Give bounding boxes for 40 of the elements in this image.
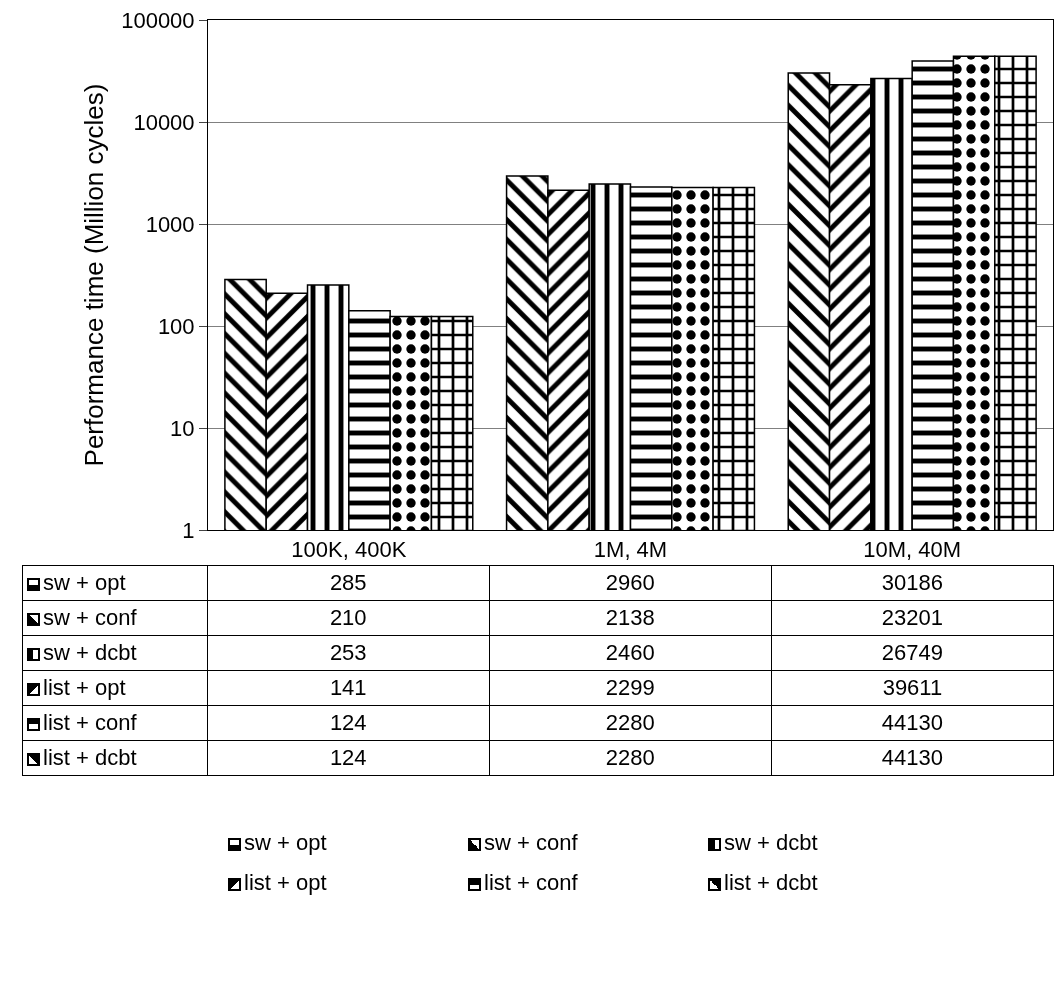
y-tick-label: 1	[182, 517, 195, 543]
y-tick-label: 100000	[121, 7, 195, 33]
text: list + conf	[43, 710, 137, 735]
data-label: 39611	[771, 670, 1054, 706]
data-label: 23201	[771, 600, 1054, 636]
data-label: 30186	[771, 565, 1054, 601]
y-tick-label: 10000	[133, 109, 195, 135]
legend-label: list + conf	[484, 870, 578, 895]
x-tick-label: 100K, 400K	[291, 537, 407, 563]
data-label: 141	[207, 670, 490, 706]
y-tick-label: 1000	[145, 211, 195, 237]
legend-label: sw + conf	[484, 830, 578, 855]
text: sw + conf	[43, 605, 137, 630]
legend-label: list + dcbt	[724, 870, 818, 895]
text: sw + opt	[43, 570, 126, 595]
data-label: 2299	[489, 670, 772, 706]
data-label: 253	[207, 635, 490, 671]
legend-label: sw + dcbt	[724, 830, 818, 855]
data-label: 2460	[489, 635, 772, 671]
text: list + dcbt	[43, 745, 137, 770]
data-label: 2960	[489, 565, 772, 601]
data-label: 285	[207, 565, 490, 601]
text: list + opt	[43, 675, 126, 700]
y-axis-title: Performance time (Million cycles)	[78, 83, 109, 467]
data-label: 2280	[489, 740, 772, 776]
y-tick-label: 100	[157, 313, 195, 339]
data-label: 44130	[771, 705, 1054, 741]
legend-label: sw + opt	[244, 830, 327, 855]
y-tick-label: 10	[170, 415, 195, 441]
data-label: 44130	[771, 740, 1054, 776]
data-label: 124	[207, 740, 490, 776]
x-tick-label: 10M, 40M	[863, 537, 962, 563]
legend-label: list + opt	[244, 870, 327, 895]
data-label: 2280	[489, 705, 772, 741]
data-label: 2138	[489, 600, 772, 636]
data-label: 210	[207, 600, 490, 636]
data-label: 124	[207, 705, 490, 741]
text: sw + dcbt	[43, 640, 137, 665]
x-tick-label: 1M, 4M	[593, 537, 668, 563]
data-label: 26749	[771, 635, 1054, 671]
